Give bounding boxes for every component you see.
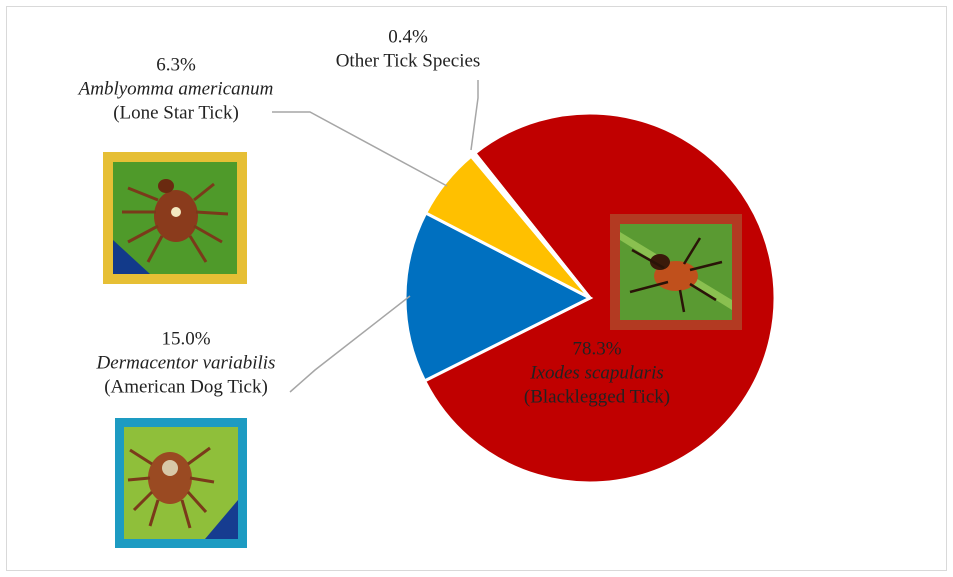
- category-label: Other Tick Species: [336, 50, 481, 71]
- category-label: Amblyomma americanum: [77, 78, 274, 99]
- value-label: 78.3%: [572, 338, 621, 359]
- pie-slice: [403, 210, 594, 383]
- common-name-label: (American Dog Tick): [104, 376, 268, 397]
- category-label: Ixodes scapularis: [529, 362, 664, 383]
- common-name-label: (Lone Star Tick): [113, 102, 239, 123]
- pie-slice: [422, 111, 777, 485]
- common-name-label: (Blacklegged Tick): [524, 386, 670, 407]
- pie: [403, 111, 777, 485]
- category-label: Dermacentor variabilis: [96, 352, 276, 373]
- leader-line: [470, 80, 479, 151]
- blacklegged-tick-photo: [610, 214, 742, 330]
- labels: 78.3% Ixodes scapularis (Blacklegged Tick)…: [77, 26, 670, 407]
- leader-line: [272, 111, 448, 187]
- lone-star-tick-photo: [103, 152, 247, 284]
- value-label: 6.3%: [156, 54, 196, 75]
- leader-line: [289, 295, 411, 393]
- american-dog-tick-photo: [115, 418, 247, 548]
- pie-slice: [469, 151, 592, 299]
- value-label: 0.4%: [388, 26, 428, 47]
- value-label: 15.0%: [161, 328, 210, 349]
